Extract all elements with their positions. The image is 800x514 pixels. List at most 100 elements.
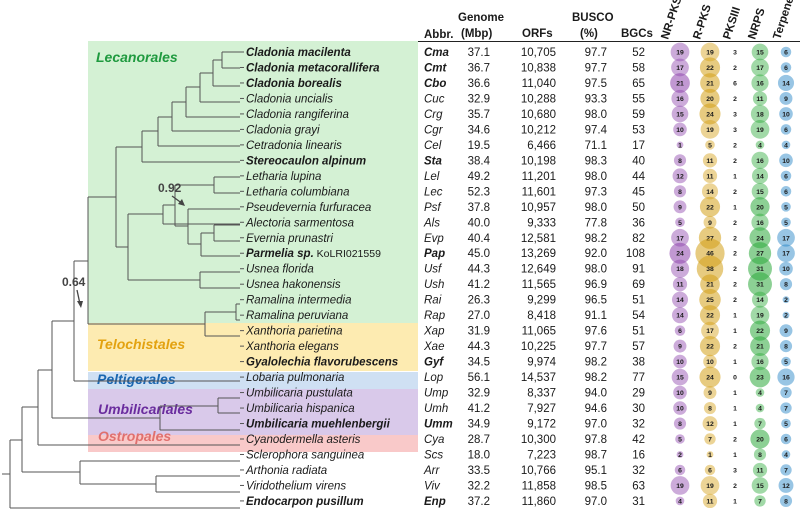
bgc-count-nr: 8 [678,189,682,196]
orf-count: 10,838 [521,62,556,74]
orf-count: 14,537 [521,372,556,384]
busco-score: 94.0 [585,388,607,400]
bgc-count-ter: 14 [782,80,790,87]
bgc-bubble-ter [781,450,791,459]
species-name: Pseudevernia furfuracea [246,202,371,214]
bgc-count-nrps: 21 [756,344,764,351]
species-name: Ramalina peruviana [246,310,348,322]
bgc-count-r: 8 [708,406,712,413]
species-abbr: Lel [424,171,440,183]
genome-size: 40.0 [468,217,490,229]
bgc-total: 54 [632,310,645,322]
bgc-bubble-nrps [751,291,769,308]
bgc-count-r: 19 [706,50,714,57]
bgc-bubble-r [700,476,720,495]
genome-size: 56.1 [468,372,490,384]
species-name: Cladonia macilenta [246,47,351,59]
orf-count: 10,198 [521,155,556,167]
bgc-count-p3: 6 [733,80,737,87]
bgc-bubble-nr [675,217,685,228]
bgc-count-p3: 1 [733,498,737,505]
bgc-count-nr: 8 [678,158,682,165]
species-abbr: Cel [424,140,442,152]
bgc-count-ter: 4 [784,452,788,459]
bgc-total: 30 [632,403,645,415]
species-abbr: Cbo [424,78,446,90]
busco-score: 92.0 [585,248,607,260]
bgc-count-nrps: 16 [756,220,764,227]
bgc-total: 38 [632,357,645,369]
bgc-count-nrps: 24 [756,235,764,242]
bgc-bubble-r [700,274,720,295]
bgc-count-nr: 11 [676,282,683,289]
bgc-bubble-ter [777,74,795,92]
bgc-count-r: 38 [706,266,714,273]
bgc-total: 32 [632,419,645,431]
bgc-bubble-ter [779,261,793,276]
bgc-bubble-nr [673,354,687,369]
bgc-bubble-nrps [749,366,771,388]
bgc-count-r: 46 [706,251,714,258]
busco-score: 94.6 [585,403,607,415]
bgc-bubble-nrps [750,104,770,124]
bgc-bubble-nrps [755,140,765,150]
genome-size: 44.3 [468,264,490,276]
genome-size: 28.7 [468,434,490,446]
bgc-count-r: 10 [706,359,714,366]
bgc-count-p3: 1 [733,204,737,211]
bgc-bubble-nr [670,42,690,62]
bgc-count-nr: 5 [678,220,682,227]
bgc-count-nr: 10 [676,406,684,413]
phylogenetic-tree [2,51,240,509]
bgc-bubble-ter [777,368,795,386]
busco-score: 97.7 [585,47,607,59]
bgc-total: 82 [632,233,645,245]
bgc-count-nrps: 20 [756,204,764,211]
genome-size: 32.9 [468,388,490,400]
bgc-bubble-ter [779,91,793,105]
orf-count: 11,040 [522,78,556,90]
bgc-count-r: 19 [706,483,714,490]
busco-score: 98.3 [585,155,607,167]
bgc-bubble-nr [674,464,686,476]
bgc-bubble-ter [779,494,793,508]
bgc-count-ter: 6 [784,50,788,57]
bgc-count-nrps: 31 [756,282,764,289]
header-busco: BUSCO [572,12,614,24]
bgc-bubble-ter [779,278,793,291]
species-abbr: Usf [424,264,443,276]
bgc-bubble-ter [781,140,791,150]
orf-count: 9,299 [527,295,556,307]
bgc-bubble-nr [673,417,687,430]
bgc-count-ter: 10 [782,266,790,273]
bgc-total: 50 [632,202,645,214]
header-abbr: Abbr. [424,29,453,41]
genome-size: 41.2 [468,403,490,415]
species-name: Arthonia radiata [245,465,327,477]
bgc-count-nr: 9 [678,204,682,211]
species-abbr: Cya [424,434,444,446]
busco-score: 93.3 [585,93,607,105]
genome-size: 32.9 [468,93,490,105]
bgc-bubble-nrps [751,353,769,371]
bgc-count-p3: 1 [733,390,737,397]
bgc-count-ter: 10 [782,158,790,165]
species-abbr: Als [423,217,440,229]
header-pksiii: PKSIII [721,6,743,41]
bgc-count-nr: 16 [676,96,684,103]
busco-score: 98.2 [585,372,607,384]
bgc-total: 44 [632,171,645,183]
bgc-count-ter: 4 [784,142,788,149]
bgc-bubble-ter [781,201,791,212]
bgc-count-p3: 2 [733,142,737,149]
bgc-count-nrps: 8 [758,452,762,459]
species-abbr: Pap [424,248,445,260]
orf-count: 11,065 [522,326,556,338]
genome-size: 33.5 [468,465,490,477]
bgc-count-r: 12 [706,421,714,428]
orf-count: 10,957 [521,202,556,214]
bgc-total: 55 [632,93,645,105]
bgc-bubble-nrps [751,58,769,77]
bgc-bubble-ter [780,170,792,182]
busco-score: 77.8 [585,217,607,229]
